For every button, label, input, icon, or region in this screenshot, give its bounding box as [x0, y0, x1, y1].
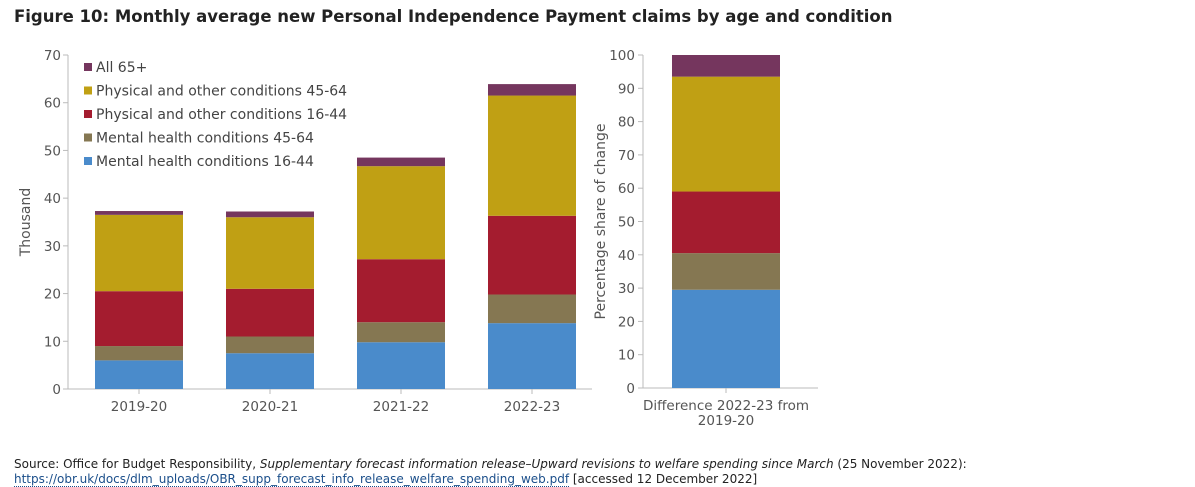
y-tick-label: 40	[618, 248, 635, 264]
y-tick-label: 10	[44, 334, 61, 350]
bar-all-65-2019-20	[95, 211, 183, 215]
bar-mental-health-conditions-16-44-2019-20	[95, 360, 183, 389]
source-link-text: https://obr.uk/docs/dlm_uploads/OBR_supp…	[14, 472, 570, 487]
y-tick-label: 50	[44, 143, 61, 159]
y-tick-label: 30	[618, 281, 635, 297]
legend-swatch-all-65	[84, 63, 92, 71]
x-tick-label-line: 2022-23	[504, 399, 560, 415]
x-tick-label-line: 2020-21	[242, 399, 298, 415]
bar-mental-health-conditions-16-44-2022-23	[488, 323, 576, 389]
bar-mental-health-conditions-45-64-2019-20	[95, 346, 183, 361]
legend-swatch-physical-and-other-conditions-16-44	[84, 110, 92, 118]
x-tick-label: Difference 2022-23 from 2019-20	[643, 398, 809, 429]
legend-swatch-mental-health-conditions-16-44	[84, 157, 92, 165]
chart-panel-2: 0 10 20 30 40 50 60 70 80 90 100 Percentage share o…	[593, 48, 818, 429]
y-tick-label: 10	[618, 348, 635, 364]
legend-label-all-65: All 65+	[96, 60, 147, 76]
bar-physical-and-other-conditions-16-44-2021-22	[357, 259, 445, 323]
x-tick-label: 2019-20	[111, 399, 167, 415]
y-tick-label: 90	[618, 81, 635, 97]
bar-mental-health-conditions-45-64-2020-21	[226, 336, 314, 354]
y-tick-label: 40	[44, 191, 61, 207]
source-link[interactable]: https://obr.uk/docs/dlm_uploads/OBR_supp…	[14, 472, 570, 487]
bar-mental-health-conditions-16-44-2021-22	[357, 342, 445, 389]
bar-physical-and-other-conditions-16-44-difference-2022-23-from-2019-20	[672, 191, 780, 254]
bar-all-65-2020-21	[226, 211, 314, 218]
bar-mental-health-conditions-45-64-difference-2022-23-from-2019-20	[672, 253, 780, 290]
bar-physical-and-other-conditions-45-64-2019-20	[95, 214, 183, 292]
y-tick-label: 30	[44, 239, 61, 255]
x-tick-label-line: 2021-22	[373, 399, 429, 415]
x-tick-label: 2021-22	[373, 399, 429, 415]
y-tick-label: 50	[618, 215, 635, 231]
source-date: (25 November 2022):	[833, 457, 967, 471]
legend-swatch-physical-and-other-conditions-45-64	[84, 86, 92, 95]
bar-all-65-2022-23	[488, 84, 576, 96]
source-prefix: Source: Office for Budget Responsibility…	[14, 457, 260, 471]
bar-all-65-2021-22	[357, 157, 445, 167]
y-tick-label: 0	[626, 381, 635, 397]
bar-physical-and-other-conditions-16-44-2020-21	[226, 288, 314, 337]
bar-physical-and-other-conditions-16-44-2022-23	[488, 215, 576, 295]
bar-all-65-difference-2022-23-from-2019-20	[672, 55, 780, 77]
y-tick-label: 60	[44, 96, 61, 112]
bar-mental-health-conditions-45-64-2022-23	[488, 294, 576, 324]
x-tick-label-line: 2019-20	[698, 413, 754, 429]
legend-swatch-mental-health-conditions-45-64	[84, 133, 92, 142]
bar-mental-health-conditions-16-44-difference-2022-23-from-2019-20	[672, 289, 780, 388]
bar-physical-and-other-conditions-45-64-2021-22	[357, 166, 445, 260]
legend-label-physical-and-other-conditions-16-44: Physical and other conditions 16-44	[96, 107, 347, 123]
legend-label-physical-and-other-conditions-45-64: Physical and other conditions 45-64	[96, 84, 347, 100]
bar-mental-health-conditions-16-44-2020-21	[226, 353, 314, 389]
bar-mental-health-conditions-45-64-2021-22	[357, 322, 445, 343]
bar-physical-and-other-conditions-16-44-2019-20	[95, 291, 183, 347]
y-tick-label: 0	[52, 382, 61, 398]
legend-label-mental-health-conditions-16-44: Mental health conditions 16-44	[96, 154, 314, 170]
source-note: Source: Office for Budget Responsibility…	[14, 457, 1189, 487]
y-tick-label: 20	[44, 287, 61, 303]
x-tick-label-line: 2019-20	[111, 399, 167, 415]
y-axis-label: Thousand	[18, 188, 34, 258]
y-tick-label: 100	[609, 48, 635, 64]
y-tick-label: 60	[618, 181, 635, 197]
y-tick-label: 70	[618, 148, 635, 164]
source-publication: Supplementary forecast information relea…	[259, 457, 834, 471]
y-axis-label: Percentage share of change	[593, 124, 609, 320]
bar-physical-and-other-conditions-45-64-2022-23	[488, 95, 576, 216]
bar-physical-and-other-conditions-45-64-2020-21	[226, 217, 314, 289]
y-tick-label: 80	[618, 115, 635, 131]
x-tick-label: 2020-21	[242, 399, 298, 415]
x-tick-label: 2022-23	[504, 399, 560, 415]
y-tick-label: 70	[44, 48, 61, 64]
figure-title: Figure 10: Monthly average new Personal …	[14, 7, 893, 26]
source-accessed: [accessed 12 December 2022]	[569, 472, 758, 486]
legend-label-mental-health-conditions-45-64: Mental health conditions 45-64	[96, 131, 314, 147]
bar-physical-and-other-conditions-45-64-difference-2022-23-from-2019-20	[672, 76, 780, 192]
chart-panel-1: 0 10 20 30 40 50 60 70 Thousand 2019-20 2020-21 202…	[18, 48, 592, 415]
x-tick-label-line: Difference 2022-23 from	[643, 398, 809, 414]
y-tick-label: 20	[618, 314, 635, 330]
